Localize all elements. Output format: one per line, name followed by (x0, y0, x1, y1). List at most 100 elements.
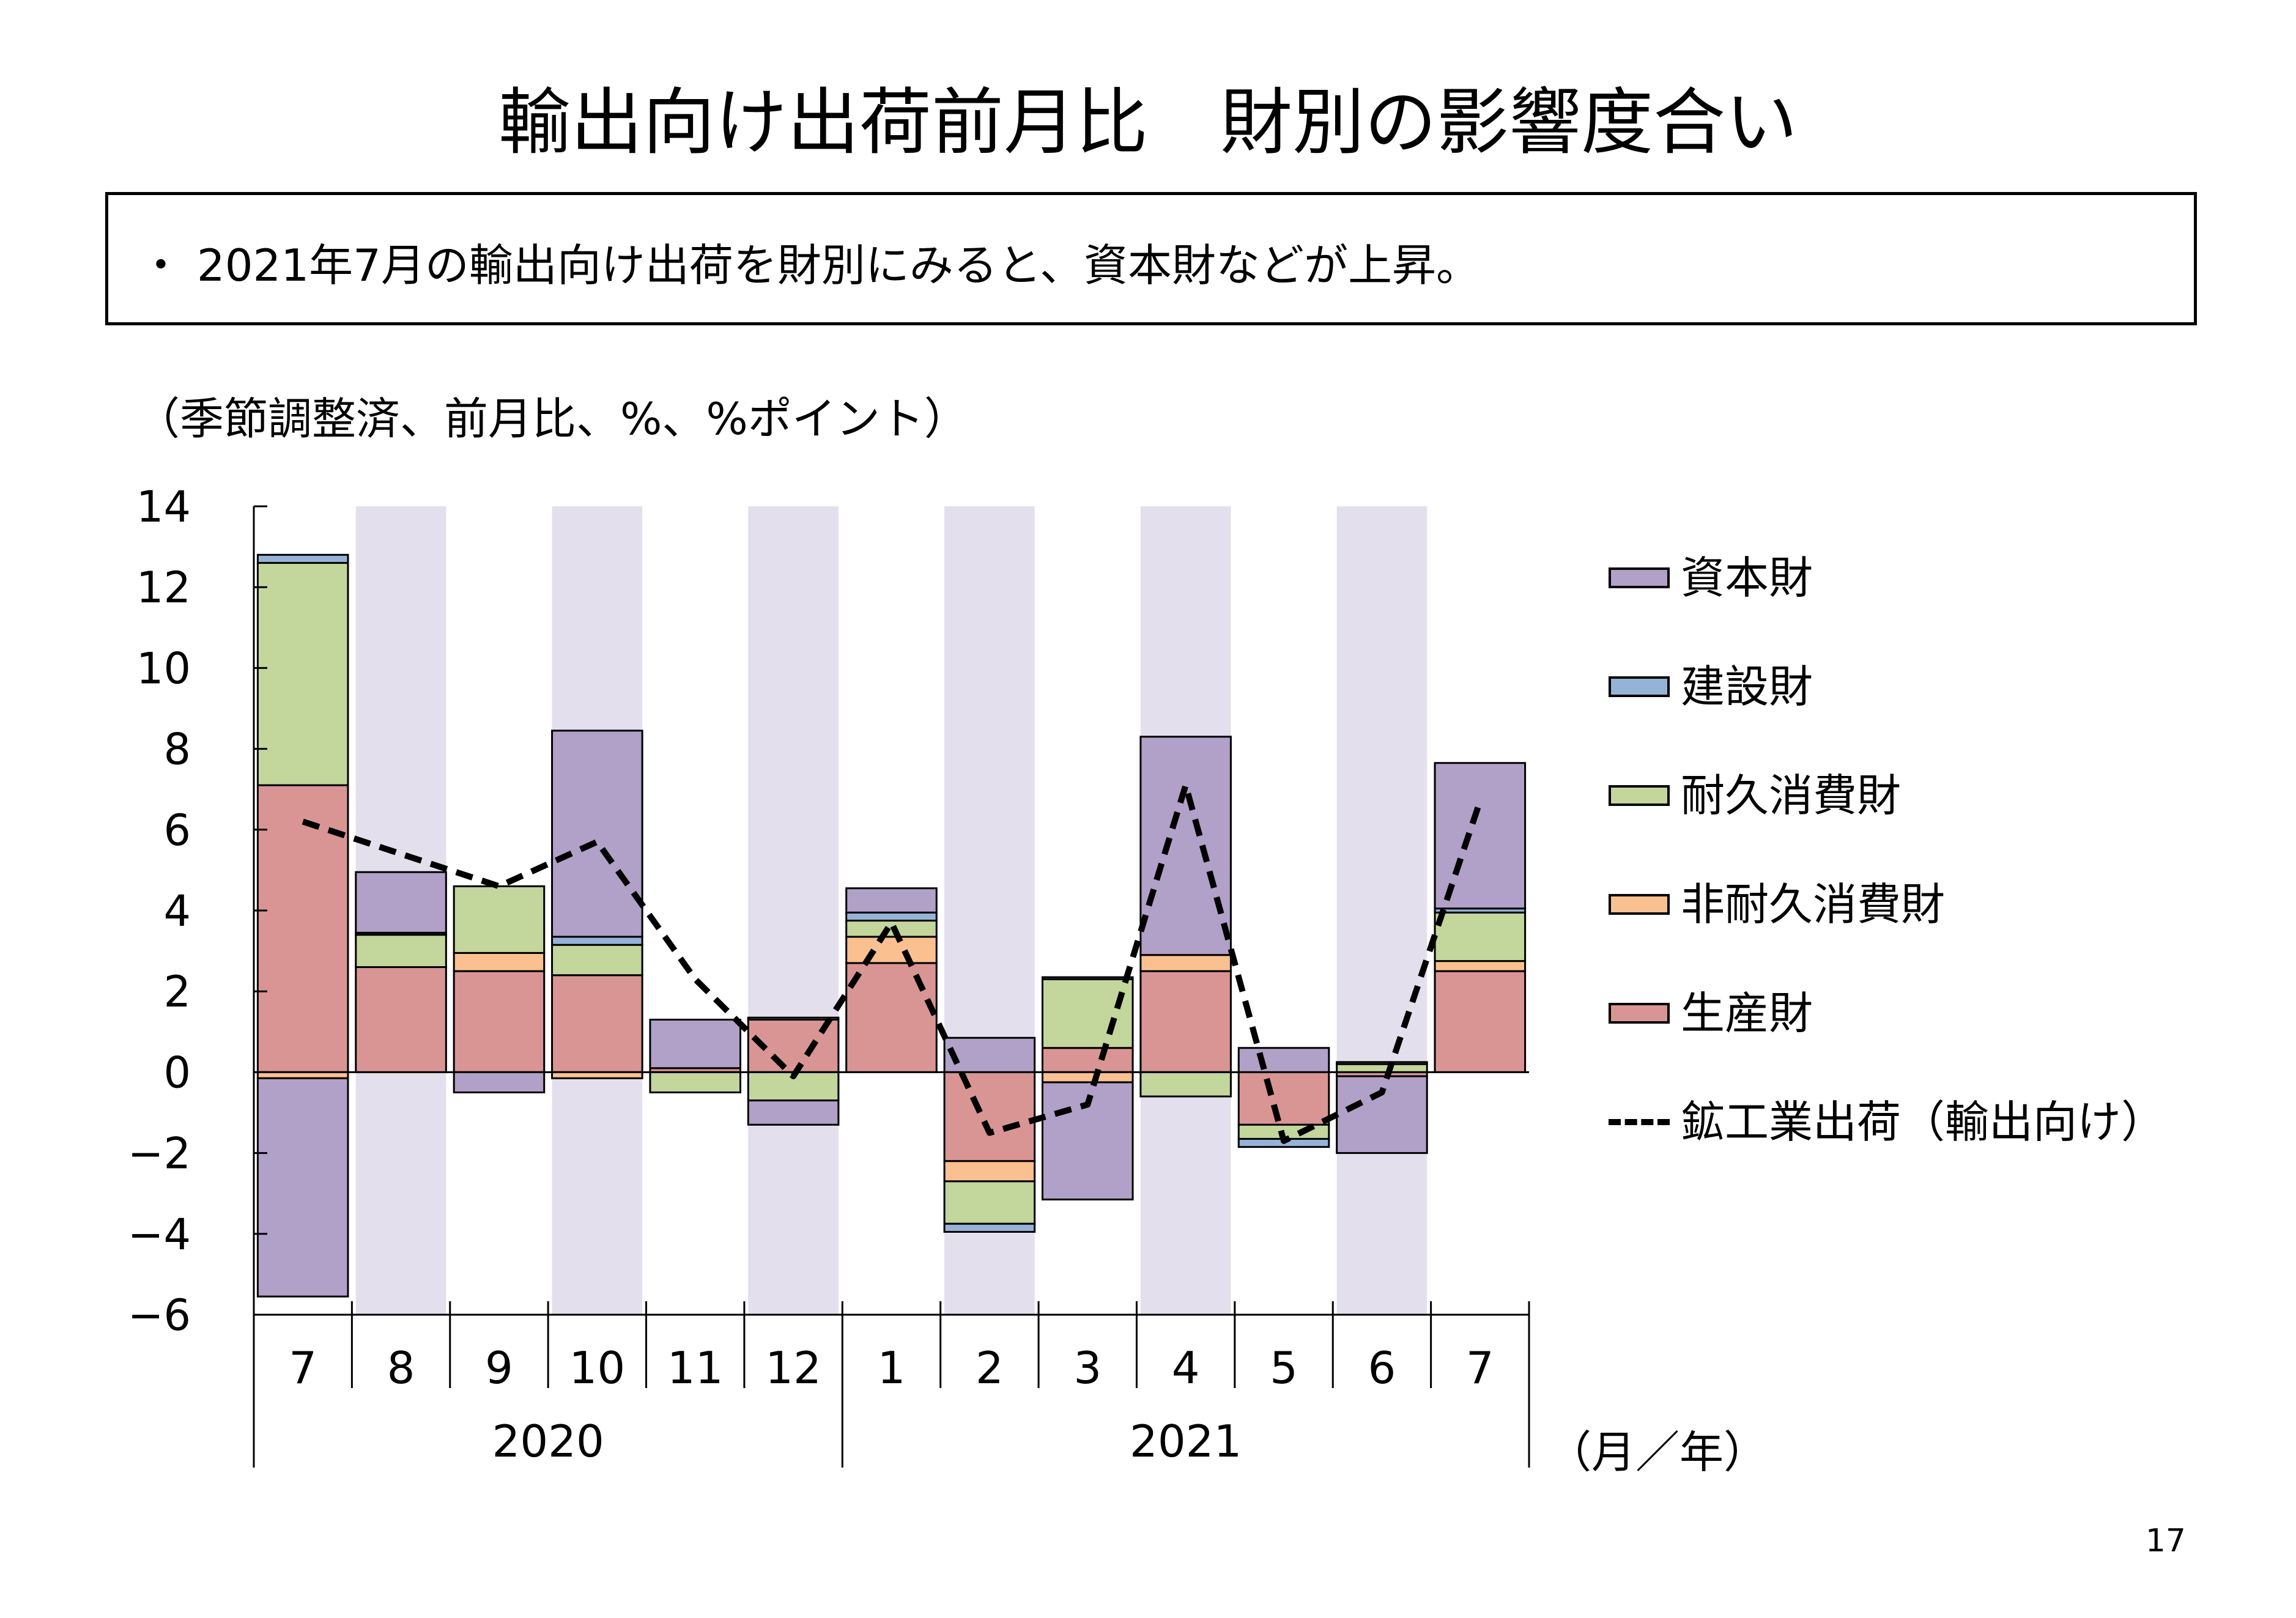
bar-segment-2-4 (453, 1071, 546, 1093)
x-tick-label-4: 11 (667, 1342, 724, 1394)
total-line-path (302, 782, 1483, 1144)
legend-color-swatch (1609, 676, 1670, 697)
year-label-1: 2021 (1130, 1416, 1242, 1467)
bar-segment-8-2 (1041, 978, 1134, 1049)
y-tick-label-1: 12 (136, 563, 191, 613)
legend-label: 資本財 (1681, 552, 1813, 604)
bar-segment-9-2 (1139, 1071, 1232, 1098)
x-tick-label-1: 8 (387, 1342, 415, 1394)
bar-segment-8-1 (1041, 1071, 1134, 1084)
bar-segment-10-4 (1237, 1047, 1330, 1073)
legend-label: 建設財 (1681, 661, 1813, 712)
summary-box: ・ 2021年7月の輸出向け出荷を財別にみると、資本財などが上昇。 (105, 192, 2197, 325)
year-label-0: 2020 (492, 1416, 604, 1467)
bar-segment-0-4 (256, 1077, 349, 1298)
x-tick-label-2: 9 (485, 1342, 513, 1394)
legend-color-swatch (1609, 785, 1670, 806)
bar-segment-10-0 (1237, 1071, 1330, 1126)
y-tick-label-4: 6 (163, 805, 191, 855)
shaded-column-5 (748, 506, 839, 1315)
bar-segment-4-4 (649, 1018, 742, 1069)
bar-segment-6-3 (845, 911, 938, 922)
y-tick-label-0: 14 (136, 482, 191, 532)
bar-segment-1-0 (355, 966, 447, 1073)
bar-segment-8-3 (1041, 976, 1134, 980)
units-note: （季節調整済、前月比、%、%ポイント） (136, 393, 968, 445)
bar-segment-12-2 (1434, 911, 1527, 962)
legend-dashed-line-swatch (1609, 1119, 1670, 1125)
y-tick-label-5: 4 (163, 886, 191, 936)
total-line (302, 782, 1483, 1144)
legend-color-swatch (1609, 894, 1670, 915)
y-tick-label-9: −4 (128, 1210, 191, 1260)
bar-segment-5-4 (747, 1099, 840, 1126)
bar-segment-7-4 (943, 1036, 1036, 1073)
bar-stacks (256, 553, 1527, 1298)
bar-segment-12-1 (1434, 960, 1527, 972)
legend-item: 生産財 (1602, 986, 2153, 1039)
bar-segment-3-3 (551, 936, 643, 946)
x-tick-label-11: 6 (1368, 1342, 1396, 1394)
legend-label: 鉱工業出荷（輸出向け） (1681, 1096, 2166, 1148)
bar-segment-7-0 (943, 1071, 1036, 1162)
bar-segment-9-0 (1139, 970, 1232, 1073)
x-tick-label-12: 7 (1466, 1342, 1494, 1394)
legend-item: 資本財 (1602, 550, 2153, 604)
x-tick-label-3: 10 (569, 1342, 626, 1394)
bar-segment-7-2 (943, 1180, 1036, 1225)
page-number: 17 (2145, 1523, 2186, 1559)
y-tick-label-8: −2 (128, 1129, 191, 1179)
bar-segment-9-1 (1139, 954, 1232, 972)
legend-item: 非耐久消費財 (1602, 877, 2153, 930)
y-tick-labels: 14 12 10 8 6 4 2 0 −2 −4 −6 (128, 482, 191, 1340)
x-axis-unit-label: （月／年） (1547, 1427, 1768, 1478)
x-tick-label-5: 12 (765, 1342, 821, 1394)
bar-segment-7-1 (943, 1160, 1036, 1183)
bar-segment-2-0 (453, 970, 546, 1073)
bar-segment-4-2 (649, 1071, 742, 1093)
x-tick-label-0: 7 (289, 1342, 317, 1394)
x-tick-label-9: 4 (1172, 1342, 1200, 1394)
legend-color-swatch (1609, 567, 1670, 588)
x-tick-label-7: 2 (976, 1342, 1004, 1394)
bar-segment-1-4 (355, 871, 447, 934)
bar-segment-2-1 (453, 951, 546, 972)
bar-segment-0-0 (256, 784, 349, 1073)
bar-segment-0-2 (256, 562, 349, 786)
bar-segment-11-3 (1336, 1061, 1428, 1065)
bar-segment-7-3 (943, 1222, 1036, 1233)
bar-segment-1-2 (355, 934, 447, 969)
bar-segment-12-0 (1434, 970, 1527, 1073)
legend-item: 鉱工業出荷（輸出向け） (1602, 1095, 2165, 1148)
y-tick-label-3: 8 (163, 725, 191, 775)
bar-segment-5-3 (747, 1016, 840, 1021)
legend-item: 建設財 (1602, 659, 2153, 712)
bar-segment-3-2 (551, 944, 643, 977)
x-tick-label-8: 3 (1073, 1342, 1102, 1394)
axes (253, 505, 1530, 1468)
bar-segment-6-4 (845, 887, 938, 914)
bar-segment-6-1 (845, 936, 938, 964)
summary-text: ・ 2021年7月の輸出向け出荷を財別にみると、資本財などが上昇。 (139, 240, 1481, 291)
y-tick-label-7: 0 (163, 1047, 191, 1098)
bar-segment-6-0 (845, 962, 938, 1073)
legend-color-swatch (1609, 1003, 1670, 1024)
shaded-column-11 (1336, 506, 1428, 1315)
bar-segment-2-2 (453, 885, 546, 954)
x-tick-label-10: 5 (1270, 1342, 1298, 1394)
legend-label: 耐久消費財 (1681, 770, 1902, 821)
legend-label: 生産財 (1681, 988, 1813, 1039)
bar-segment-11-2 (1336, 1063, 1428, 1073)
y-tick-label-6: 2 (163, 967, 191, 1017)
bar-segment-0-3 (256, 553, 349, 564)
legend-item: 耐久消費財 (1602, 768, 2153, 821)
page-title: 輸出向け出荷前月比 財別の影響度合い (498, 80, 1798, 164)
y-tick-label-2: 10 (136, 643, 191, 693)
legend-label: 非耐久消費財 (1681, 879, 1946, 930)
y-tick-label-10: −6 (128, 1290, 191, 1340)
bar-segment-3-4 (551, 730, 643, 938)
bar-segment-9-4 (1139, 736, 1232, 956)
x-tick-label-6: 1 (878, 1342, 906, 1394)
